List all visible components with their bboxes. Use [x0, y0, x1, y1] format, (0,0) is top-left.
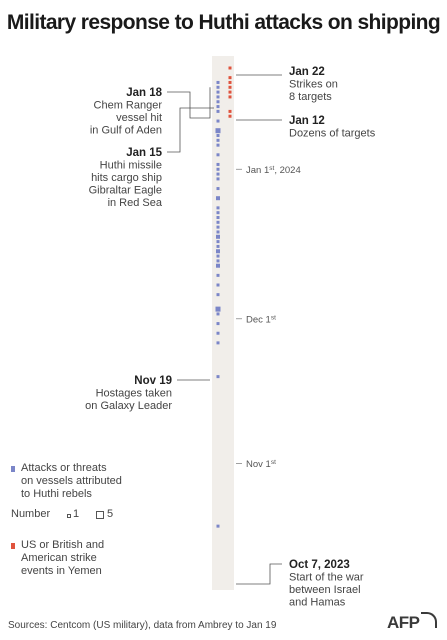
- legend-strikes-line-2: American strike: [21, 552, 97, 564]
- attack-marker: [216, 206, 220, 210]
- strike-marker: [228, 85, 232, 89]
- attack-marker: [216, 119, 220, 123]
- attack-marker: [216, 80, 220, 84]
- attack-marker: [216, 100, 220, 104]
- attack-marker: [216, 234, 220, 239]
- attack-marker: [216, 283, 220, 287]
- legend-size-5-label: 5: [107, 508, 114, 520]
- timeline-strip: [212, 56, 234, 590]
- strike-marker: [228, 95, 232, 99]
- legend-strikes-line-1: US or British and: [21, 539, 105, 551]
- attack-marker: [216, 85, 220, 89]
- annotation-text: on Galaxy Leader: [85, 400, 172, 412]
- strike-marker: [228, 66, 232, 70]
- legend-size-1-label: 1: [73, 508, 80, 520]
- strike-marker: [228, 90, 232, 94]
- attack-marker: [216, 109, 220, 113]
- attack-marker: [215, 306, 221, 312]
- attack-marker: [216, 167, 220, 171]
- attack-marker: [216, 293, 220, 297]
- annotation-text: Huthi missile: [100, 160, 162, 172]
- tick-label: Nov 1st: [246, 458, 276, 470]
- annotation-leader: [167, 87, 211, 119]
- attack-marker: [216, 230, 220, 234]
- legend-strikes-line-3: events in Yemen: [21, 565, 102, 577]
- attack-marker: [216, 143, 220, 147]
- attack-marker: [216, 172, 220, 176]
- attack-marker: [216, 524, 220, 528]
- attack-marker: [216, 134, 220, 138]
- annotation-leader: [167, 107, 214, 153]
- attack-marker: [216, 225, 220, 229]
- annotation-text: Chem Ranger: [94, 100, 163, 112]
- attack-marker: [215, 128, 221, 134]
- annotation-text: vessel hit: [116, 112, 162, 124]
- attack-marker: [216, 90, 220, 94]
- attack-marker: [216, 254, 220, 258]
- attack-marker: [216, 153, 220, 157]
- annotation-date: Nov 19: [134, 375, 172, 387]
- annotation-text: in Gulf of Aden: [90, 125, 162, 137]
- attack-marker: [216, 259, 220, 263]
- attack-marker: [216, 341, 220, 345]
- annotation-text: Start of the war: [289, 572, 364, 584]
- strike-marker: [228, 80, 232, 84]
- annotation-date: Jan 15: [126, 147, 162, 159]
- attack-marker: [216, 312, 220, 316]
- source-note: Sources: Centcom (US military), data fro…: [8, 620, 277, 631]
- legend-strikes-label: US or British and American strike events…: [21, 539, 104, 578]
- attack-marker: [216, 211, 220, 215]
- legend-size-5-square: [96, 511, 104, 519]
- legend-size-1-square: [67, 514, 71, 518]
- legend-attacks-line-2: on vessels attributed: [21, 475, 122, 487]
- attack-marker: [216, 215, 220, 219]
- annotation-text: Strikes on: [289, 79, 338, 91]
- legend-attacks-line-3: to Huthi rebels: [21, 488, 92, 500]
- annotation-text: Gibraltar Eagle: [89, 185, 162, 197]
- attack-marker: [216, 331, 220, 335]
- annotation-date: Oct 7, 2023: [289, 559, 350, 571]
- tick-label: Jan 1st, 2024: [246, 164, 301, 176]
- tick-label: Dec 1st: [246, 314, 276, 326]
- attack-marker: [216, 220, 220, 224]
- legend-number-label: Number: [11, 508, 51, 520]
- annotation-date: Jan 22: [289, 66, 325, 78]
- annotation-text: 8 targets: [289, 91, 332, 103]
- annotation-text: Hostages taken: [96, 388, 172, 400]
- chart-title: Military response to Huthi attacks on sh…: [6, 11, 441, 34]
- legend-strikes-swatch: [11, 543, 15, 549]
- legend-attacks-line-1: Attacks or threats: [21, 462, 107, 474]
- strike-marker: [228, 76, 232, 80]
- strike-marker: [228, 114, 232, 118]
- attack-marker: [216, 240, 220, 244]
- annotation-text: in Red Sea: [108, 197, 163, 209]
- legend-attacks-label: Attacks or threats on vessels attributed…: [21, 462, 122, 501]
- attack-marker: [216, 95, 220, 99]
- attack-marker: [216, 162, 220, 166]
- attack-marker: [216, 138, 220, 142]
- attack-marker: [216, 244, 220, 248]
- attack-marker: [216, 322, 220, 326]
- annotation-text: hits cargo ship: [91, 172, 162, 184]
- attack-marker: [216, 105, 220, 109]
- attack-marker: [216, 196, 220, 201]
- attack-marker: [216, 187, 220, 191]
- legend-attacks-swatch: [11, 466, 15, 472]
- attack-marker: [216, 177, 220, 181]
- attack-marker: [216, 273, 220, 277]
- attack-marker: [216, 375, 220, 379]
- afp-logo: AFP: [387, 613, 420, 632]
- strike-marker: [228, 109, 232, 113]
- annotation-leader: [236, 563, 282, 585]
- attack-marker: [216, 249, 220, 254]
- annotation-text: Dozens of targets: [289, 128, 376, 140]
- annotation-text: and Hamas: [289, 597, 346, 609]
- annotation-date: Jan 12: [289, 115, 325, 127]
- afp-logo-arc: [421, 612, 437, 628]
- annotation-date: Jan 18: [126, 87, 162, 99]
- attack-marker: [216, 263, 220, 268]
- annotation-text: between Israel: [289, 584, 361, 596]
